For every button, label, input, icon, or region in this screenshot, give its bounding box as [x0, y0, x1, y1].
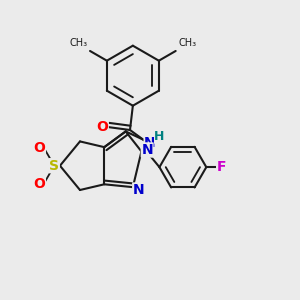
Text: O: O	[34, 141, 45, 155]
Text: O: O	[34, 177, 45, 191]
Text: CH₃: CH₃	[69, 38, 87, 48]
Text: S: S	[49, 159, 59, 173]
Text: H: H	[154, 130, 165, 143]
Text: CH₃: CH₃	[178, 38, 197, 48]
Text: N: N	[133, 183, 144, 197]
Text: N: N	[141, 143, 153, 157]
Text: F: F	[217, 160, 226, 174]
Text: O: O	[96, 120, 108, 134]
Text: N: N	[144, 136, 156, 150]
